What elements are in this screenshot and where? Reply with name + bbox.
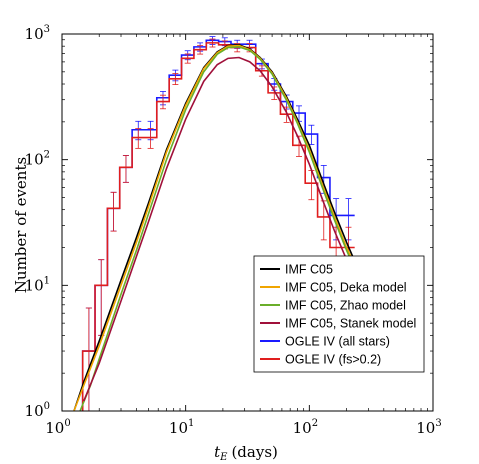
y-tick-exponent: 1: [44, 275, 50, 286]
x-tick-base: 10: [416, 419, 435, 437]
x-axis-title: tE (days): [214, 443, 278, 463]
legend-label: OGLE IV (all stars): [285, 335, 390, 349]
legend-label: OGLE IV (fs>0.2): [285, 353, 381, 367]
error-bar: [110, 191, 117, 232]
y-tick-label: 103: [25, 24, 50, 43]
error-bar: [283, 106, 290, 123]
legend-entry: IMF C05: [260, 263, 333, 277]
legend-label: IMF C05: [285, 263, 333, 277]
error-bar: [122, 155, 129, 183]
y-tick-label: 100: [25, 401, 50, 420]
x-tick-exponent: 3: [435, 418, 441, 429]
x-tick-base: 10: [45, 419, 64, 437]
y-tick-base: 10: [25, 25, 44, 43]
y-tick-label: 102: [25, 150, 50, 169]
legend-entry: IMF C05, Deka model: [260, 281, 407, 295]
legend-label: IMF C05, Deka model: [285, 281, 407, 295]
legend: IMF C05 IMF C05, Deka model IMF C05, Zhao …: [253, 255, 425, 373]
plot-area: [73, 36, 355, 411]
model-curve-1: [73, 44, 355, 411]
y-tick-exponent: 3: [44, 24, 50, 35]
legend-label: IMF C05, Stanek model: [285, 317, 416, 331]
legend-entry: IMF C05, Zhao model: [260, 299, 406, 313]
error-bar: [197, 45, 204, 55]
error-bar: [184, 53, 191, 64]
x-tick-exponent: 2: [312, 418, 318, 429]
y-axis-title: Number of events: [12, 157, 30, 293]
legend-entry: OGLE IV (all stars): [260, 335, 390, 349]
error-bar: [308, 124, 315, 145]
legend-box: [253, 255, 425, 373]
x-tick-base: 10: [169, 419, 188, 437]
model-curve-2: [79, 46, 355, 411]
x-tick-label: 100: [45, 418, 70, 437]
y-tick-base: 10: [25, 402, 44, 420]
y-tick-label: 101: [25, 275, 50, 294]
error-bar: [209, 38, 216, 48]
x-tick-label: 101: [169, 418, 194, 437]
x-axis-title-main: t: [214, 443, 221, 461]
legend-entry: IMF C05, Stanek model: [260, 317, 416, 331]
error-bar: [159, 94, 166, 110]
model-curve-3: [83, 56, 355, 402]
x-tick-exponent: 1: [188, 418, 194, 429]
x-axis-title-sub: E: [219, 452, 228, 463]
x-tick-label: 103: [416, 418, 441, 437]
y-tick-base: 10: [25, 151, 44, 169]
y-tick-exponent: 0: [44, 401, 50, 412]
x-tick-label: 102: [293, 418, 318, 437]
x-tick-exponent: 0: [64, 418, 70, 429]
legend-label: IMF C05, Zhao model: [285, 299, 406, 313]
error-bar: [98, 259, 105, 336]
error-bar: [147, 128, 154, 149]
plot-clip-group: [73, 36, 355, 411]
legend-entry: OGLE IV (fs>0.2): [260, 353, 381, 367]
y-tick-base: 10: [25, 276, 44, 294]
x-axis-title-unit: (days): [231, 443, 277, 461]
plot-frame: [61, 33, 434, 412]
error-bar: [172, 73, 179, 85]
x-tick-base: 10: [293, 419, 312, 437]
error-bar: [135, 128, 142, 149]
error-bar: [85, 307, 92, 411]
y-tick-exponent: 2: [44, 150, 50, 161]
